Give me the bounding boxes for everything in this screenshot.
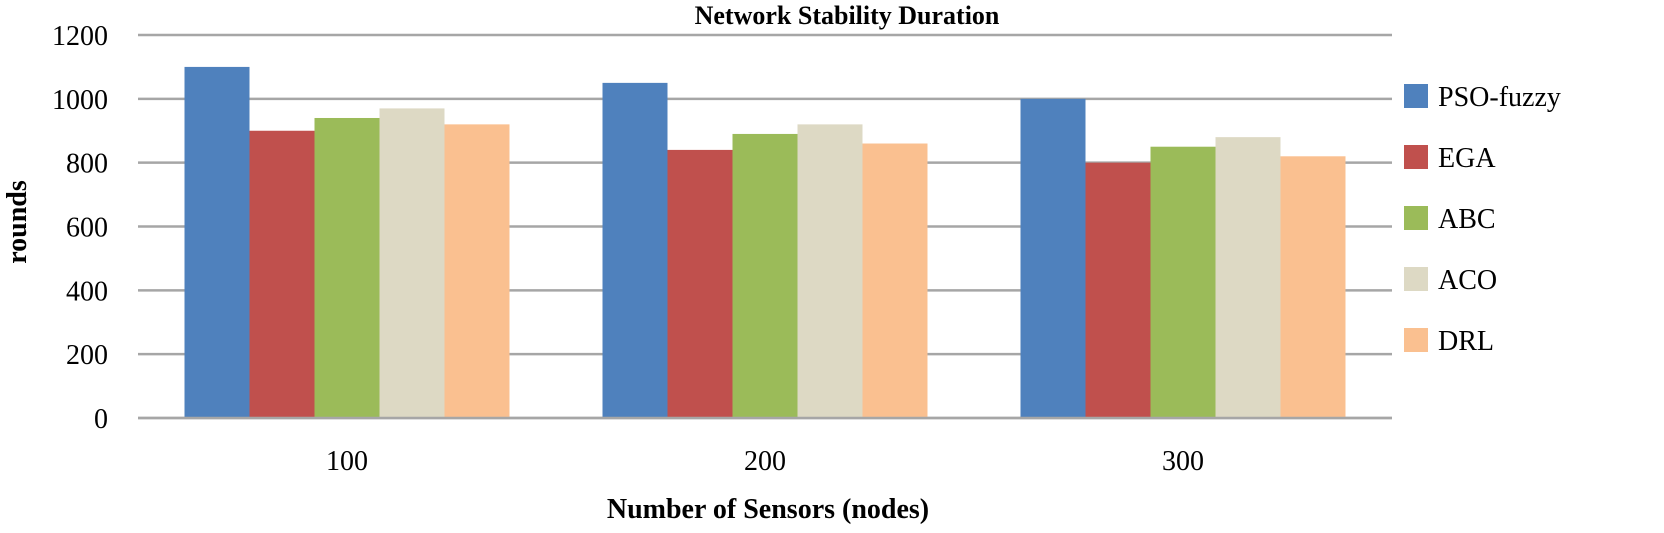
- bar-pso-fuzzy-200: [602, 82, 668, 418]
- bar-drl-300: [1280, 156, 1346, 419]
- y-tick-label: 1000: [52, 85, 108, 116]
- x-axis-title: Number of Sensors (nodes): [607, 494, 929, 525]
- y-tick-label: 1200: [52, 21, 108, 52]
- legend-label: DRL: [1438, 326, 1494, 357]
- bar-abc-300: [1150, 146, 1216, 419]
- legend-label: PSO-fuzzy: [1438, 82, 1561, 113]
- bar-drl-100: [444, 124, 510, 418]
- y-tick-label: 0: [94, 404, 108, 435]
- legend-label: ACO: [1438, 265, 1497, 296]
- legend-label: EGA: [1438, 143, 1496, 174]
- legend-swatch-pso-fuzzy: [1404, 84, 1428, 108]
- x-tick-labels: 100 200 300: [326, 446, 1204, 477]
- x-tick-label: 300: [1162, 446, 1204, 477]
- y-tick-label: 200: [66, 340, 108, 371]
- y-tick-label: 800: [66, 149, 108, 180]
- bar-drl-200: [862, 143, 928, 418]
- bar-abc-200: [732, 133, 798, 419]
- y-axis-title: rounds: [2, 180, 33, 264]
- chart-title: Network Stability Duration: [695, 1, 1000, 30]
- y-tick-labels: 0 200 400 600 800 1000 1200: [52, 21, 108, 435]
- y-tick-label: 600: [66, 213, 108, 244]
- legend-swatch-aco: [1404, 267, 1428, 291]
- legend-label: ABC: [1438, 204, 1496, 235]
- bar-pso-fuzzy-100: [184, 66, 250, 419]
- bar-aco-200: [797, 124, 863, 418]
- bars: [184, 66, 1346, 419]
- bar-ega-200: [667, 149, 733, 418]
- x-tick-label: 200: [744, 446, 786, 477]
- bar-aco-300: [1215, 137, 1281, 418]
- legend-swatch-ega: [1404, 145, 1428, 169]
- x-tick-label: 100: [326, 446, 368, 477]
- bar-ega-100: [249, 130, 315, 418]
- bar-abc-100: [314, 117, 380, 418]
- legend: PSO-fuzzy EGA ABC ACO DRL: [1404, 82, 1561, 357]
- bar-ega-300: [1085, 162, 1151, 418]
- bar-pso-fuzzy-300: [1020, 98, 1086, 418]
- legend-swatch-drl: [1404, 328, 1428, 352]
- legend-swatch-abc: [1404, 206, 1428, 230]
- bar-aco-100: [379, 108, 445, 419]
- y-tick-label: 400: [66, 276, 108, 307]
